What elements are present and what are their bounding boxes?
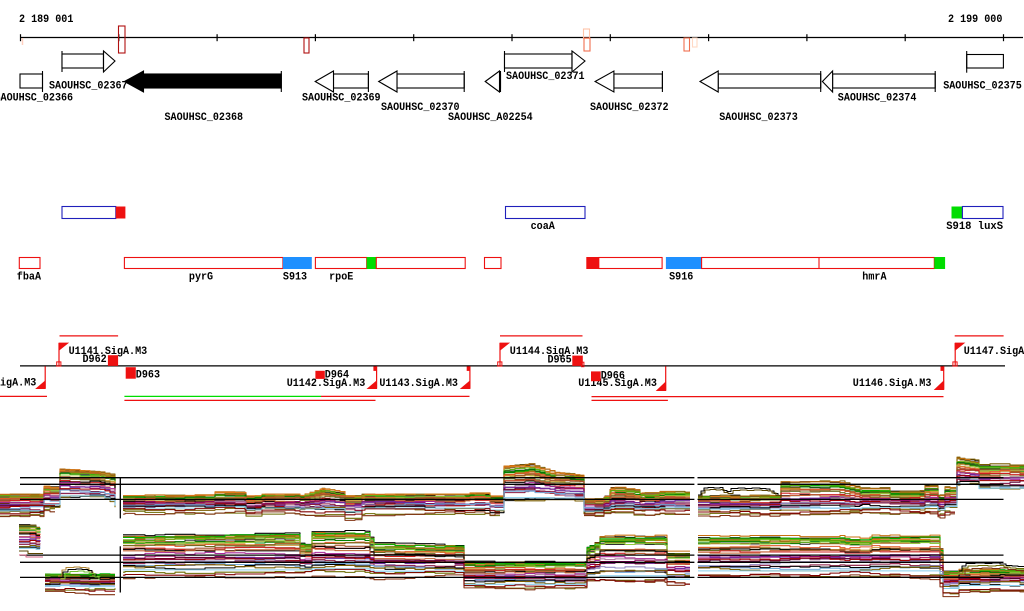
svg-text:rpoE: rpoE xyxy=(329,272,354,284)
svg-text:SAOUHSC_02371: SAOUHSC_02371 xyxy=(506,71,585,83)
svg-text:SAOUHSC_02369: SAOUHSC_02369 xyxy=(302,93,381,105)
svg-text:fbaA: fbaA xyxy=(17,272,42,284)
svg-text:U1144.SigA.M3: U1144.SigA.M3 xyxy=(510,346,589,358)
svg-text:D965: D965 xyxy=(548,355,573,367)
svg-text:hmrA: hmrA xyxy=(862,272,887,284)
svg-text:SAOUHSC_02375: SAOUHSC_02375 xyxy=(943,81,1022,93)
svg-text:U1142.SigA.M3: U1142.SigA.M3 xyxy=(287,378,366,390)
svg-text:D963: D963 xyxy=(136,370,161,382)
svg-text:SAOUHSC_02367: SAOUHSC_02367 xyxy=(49,80,128,92)
svg-text:U1147.SigA: U1147.SigA xyxy=(964,346,1024,358)
svg-text:igA.M3: igA.M3 xyxy=(0,377,37,389)
svg-text:pyrG: pyrG xyxy=(189,272,214,284)
svg-text:coaA: coaA xyxy=(531,221,556,233)
svg-text:2 189 001: 2 189 001 xyxy=(19,14,74,26)
svg-text:SAOUHSC_02368: SAOUHSC_02368 xyxy=(165,112,244,124)
svg-text:S918 luxS: S918 luxS xyxy=(946,221,1003,233)
svg-text:SAOUHSC_02370: SAOUHSC_02370 xyxy=(381,102,460,114)
svg-text:2 199 000: 2 199 000 xyxy=(948,14,1002,26)
svg-text:D962: D962 xyxy=(83,354,107,366)
svg-text:SAOUHSC_A02254: SAOUHSC_A02254 xyxy=(448,112,533,124)
svg-text:SAOUHSC_02374: SAOUHSC_02374 xyxy=(838,93,917,105)
svg-text:S913: S913 xyxy=(283,272,308,284)
svg-text:SAOUHSC_02372: SAOUHSC_02372 xyxy=(590,102,669,114)
svg-text:U1141.SigA.M3: U1141.SigA.M3 xyxy=(69,346,148,358)
svg-text:U1146.SigA.M3: U1146.SigA.M3 xyxy=(853,378,932,390)
svg-text:U1143.SigA.M3: U1143.SigA.M3 xyxy=(379,378,458,390)
svg-text:D966: D966 xyxy=(601,370,625,382)
svg-text:S916: S916 xyxy=(669,272,693,284)
svg-text:SAOUHSC_02373: SAOUHSC_02373 xyxy=(719,112,798,124)
svg-text:D964: D964 xyxy=(325,370,350,382)
svg-text:SAOUHSC_02366: SAOUHSC_02366 xyxy=(0,92,73,104)
